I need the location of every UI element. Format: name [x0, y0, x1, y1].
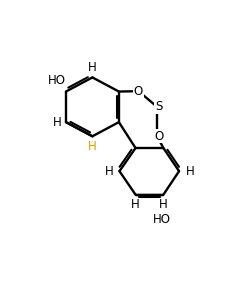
- Text: HO: HO: [153, 212, 171, 225]
- Text: S: S: [154, 100, 162, 113]
- Text: O: O: [133, 85, 143, 98]
- Text: H: H: [88, 140, 97, 153]
- Text: O: O: [153, 130, 163, 143]
- Text: HO: HO: [48, 74, 66, 87]
- Text: H: H: [131, 198, 139, 211]
- Text: H: H: [88, 61, 97, 74]
- Text: H: H: [185, 165, 194, 178]
- Text: H: H: [105, 165, 114, 178]
- Text: H: H: [159, 198, 167, 211]
- Text: H: H: [52, 116, 61, 129]
